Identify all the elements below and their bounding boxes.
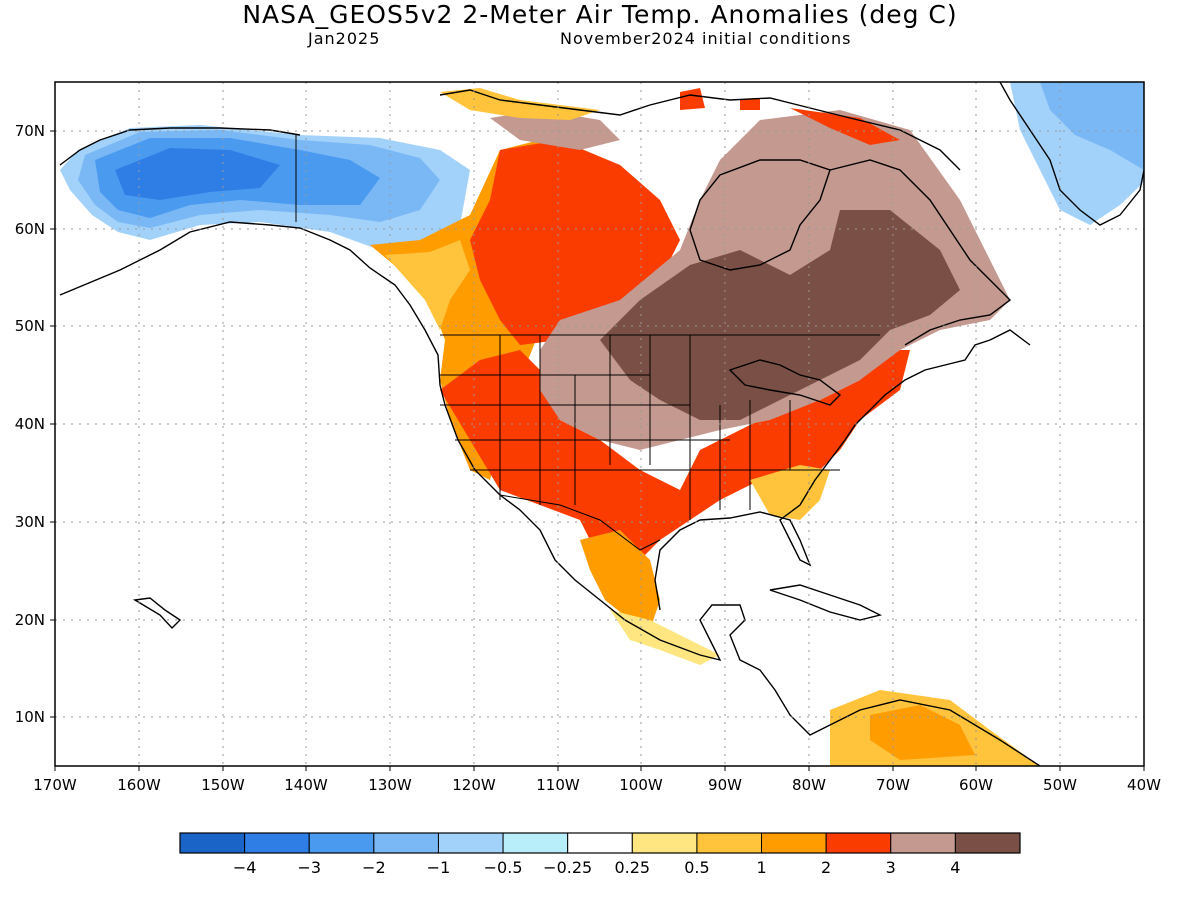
map-title: NASA_GEOS5v2 2-Meter Air Temp. Anomalies… bbox=[242, 0, 958, 29]
colorbar-label: 1 bbox=[756, 858, 766, 877]
colorbar-swatch bbox=[179, 832, 246, 854]
tick-marks bbox=[50, 130, 1145, 771]
lon-label: 140W bbox=[284, 776, 328, 794]
lon-label: 90W bbox=[708, 776, 742, 794]
colorbar-label: −0.25 bbox=[543, 858, 592, 877]
colorbar-swatches bbox=[179, 832, 1021, 854]
colorbar-swatch bbox=[244, 832, 310, 854]
anomaly-field bbox=[60, 82, 1144, 766]
colorbar-swatch bbox=[890, 832, 956, 854]
lat-label: 40N bbox=[15, 415, 45, 433]
lon-label: 150W bbox=[201, 776, 245, 794]
lat-labels: 70N 60N 50N 40N 30N 20N 10N bbox=[15, 122, 45, 726]
anomaly-warm-west-light bbox=[385, 240, 470, 330]
colorbar-swatch bbox=[696, 832, 763, 854]
coastline-north-america bbox=[59, 221, 1041, 766]
colorbar-swatch bbox=[437, 832, 504, 854]
boundaries bbox=[295, 135, 880, 551]
lon-label: 70W bbox=[876, 776, 910, 794]
colorbar-swatch bbox=[308, 832, 375, 854]
colorbar-label: 2 bbox=[821, 858, 831, 877]
lat-label: 30N bbox=[15, 513, 45, 531]
colorbar-label: 0.25 bbox=[614, 858, 650, 877]
colorbar-label: −0.5 bbox=[484, 858, 523, 877]
anomaly-warm-mexico-light bbox=[610, 610, 720, 665]
coastline-alaska-north bbox=[59, 127, 301, 166]
lon-label: 130W bbox=[368, 776, 412, 794]
colorbar-swatch bbox=[567, 832, 633, 854]
colorbar-swatch bbox=[954, 832, 1021, 854]
lon-label: 60W bbox=[959, 776, 993, 794]
colorbar: −4 −3 −2 −1 −0.5 −0.25 0.25 0.5 1 2 3 4 bbox=[179, 832, 1021, 877]
lon-label: 80W bbox=[792, 776, 826, 794]
anomaly-warm-south-america-core bbox=[870, 705, 975, 760]
coastline-cuba bbox=[769, 584, 883, 621]
lat-label: 70N bbox=[15, 122, 45, 140]
colorbar-label: −2 bbox=[362, 858, 386, 877]
coastline-great-lakes bbox=[728, 359, 842, 406]
lon-label: 120W bbox=[452, 776, 496, 794]
coastline-gulf bbox=[654, 329, 1031, 611]
coastline-arctic-archipelago bbox=[439, 89, 961, 171]
colorbar-label: 4 bbox=[950, 858, 960, 877]
lon-labels: 170W 160W 150W 140W 130W 120W 110W 100W … bbox=[33, 776, 1161, 794]
lat-label: 10N bbox=[15, 708, 45, 726]
lon-label: 50W bbox=[1043, 776, 1077, 794]
colorbar-labels: −4 −3 −2 −1 −0.5 −0.25 0.25 0.5 1 2 3 4 bbox=[233, 858, 961, 877]
lat-label: 20N bbox=[15, 611, 45, 629]
colorbar-swatch bbox=[502, 832, 569, 854]
colorbar-frame bbox=[179, 832, 1021, 854]
coastline-hawaii bbox=[132, 597, 182, 630]
anomaly-arctic-islands-orange bbox=[440, 88, 600, 120]
colorbar-label: 3 bbox=[886, 858, 896, 877]
lon-label: 170W bbox=[33, 776, 77, 794]
graticule bbox=[55, 82, 1144, 766]
lon-label: 40W bbox=[1127, 776, 1161, 794]
lat-label: 60N bbox=[15, 220, 45, 238]
initial-conditions: November2024 initial conditions bbox=[560, 29, 852, 48]
lon-label: 100W bbox=[619, 776, 663, 794]
lat-label: 50N bbox=[15, 317, 45, 335]
colorbar-swatch bbox=[373, 832, 439, 854]
colorbar-swatch bbox=[631, 832, 698, 854]
lon-label: 110W bbox=[536, 776, 580, 794]
colorbar-label: −1 bbox=[427, 858, 451, 877]
coastlines bbox=[59, 82, 1144, 766]
colorbar-label: 0.5 bbox=[684, 858, 709, 877]
anomaly-cold-alaska-deep bbox=[115, 148, 280, 200]
coastline-greenland bbox=[999, 82, 1144, 226]
anomaly-cold-greenland-core bbox=[1040, 82, 1144, 170]
colorbar-label: −4 bbox=[233, 858, 257, 877]
coastline-labrador bbox=[829, 159, 1012, 346]
anomaly-arctic-islands bbox=[680, 88, 900, 145]
forecast-month: Jan2025 bbox=[308, 29, 381, 48]
colorbar-label: −3 bbox=[297, 858, 321, 877]
colorbar-swatch bbox=[825, 832, 892, 854]
boundary-us-states bbox=[440, 335, 840, 520]
anomaly-warm-south bbox=[440, 350, 910, 580]
lon-label: 160W bbox=[117, 776, 161, 794]
anomaly-warm-southeast bbox=[750, 465, 830, 520]
colorbar-swatch bbox=[761, 832, 827, 854]
anomaly-warm-mexico bbox=[580, 530, 660, 630]
anomaly-arctic-islands-rose bbox=[490, 110, 620, 150]
